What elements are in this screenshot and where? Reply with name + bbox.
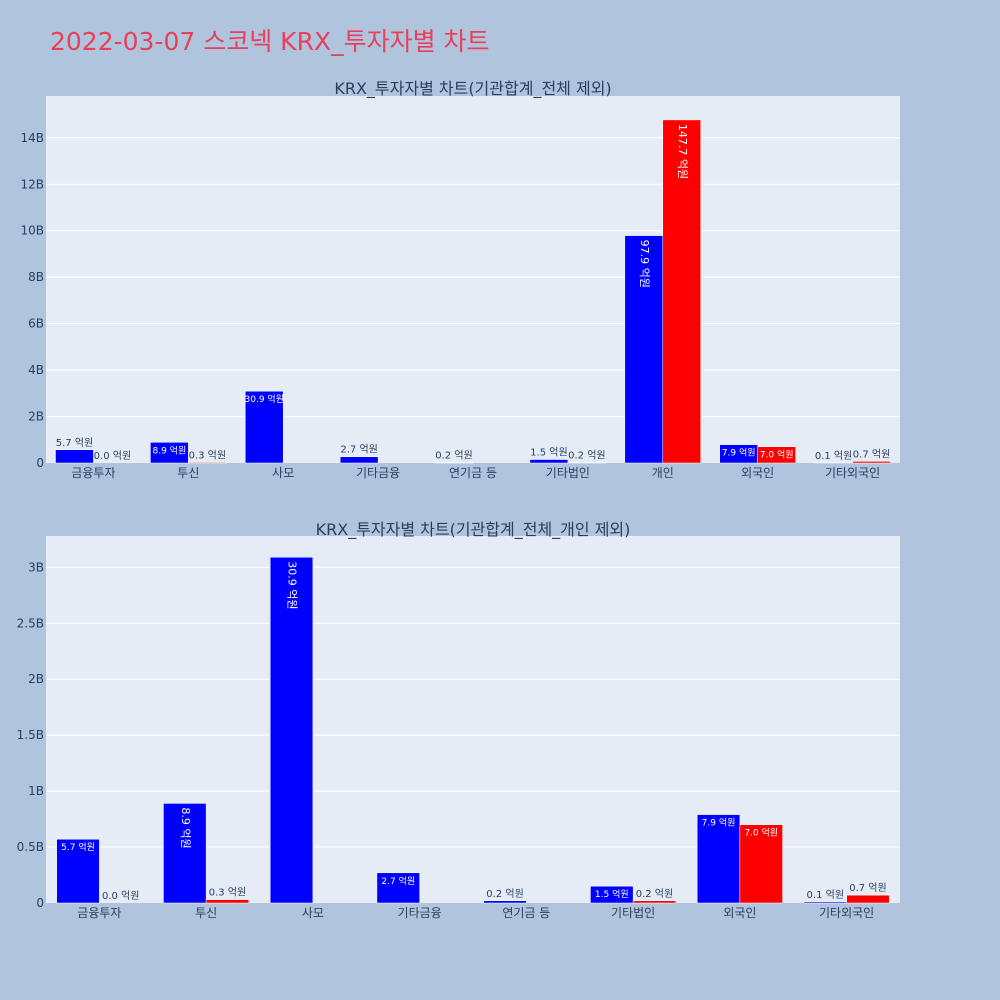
bar bbox=[757, 446, 796, 464]
page-title: 2022-03-07 스코넥 KRX_투자자별 차트 bbox=[50, 27, 490, 56]
x-tick-label: 금융투자 bbox=[71, 466, 115, 480]
x-tick-label: 사모 bbox=[302, 906, 324, 920]
bar bbox=[696, 814, 741, 904]
bar bbox=[852, 461, 891, 464]
data-label: 0.1 억원 bbox=[807, 889, 844, 901]
y-tick-label: 1.5B bbox=[17, 728, 44, 742]
bar bbox=[188, 462, 227, 464]
y-tick-label: 10B bbox=[20, 224, 44, 238]
x-tick-label: 투신 bbox=[177, 466, 199, 480]
data-label: 30.9 억원 bbox=[245, 393, 284, 405]
bar bbox=[529, 459, 569, 464]
bar bbox=[632, 900, 677, 904]
data-label: 0.3 억원 bbox=[189, 449, 226, 461]
chart-title: KRX_투자자별 차트(기관합계_전체_개인 제외) bbox=[316, 520, 631, 540]
bar bbox=[339, 456, 379, 464]
data-label: 1.5 억원 bbox=[530, 447, 567, 459]
y-tick-label: 8B bbox=[28, 270, 44, 284]
data-label: 0.0 억원 bbox=[94, 450, 131, 462]
data-label: 0.2 억원 bbox=[486, 888, 523, 900]
bar bbox=[739, 824, 783, 904]
bar bbox=[163, 803, 207, 904]
data-label: 147.7 억원 bbox=[676, 124, 689, 179]
y-tick-label: 12B bbox=[20, 177, 44, 191]
data-label: 2.7 억원 bbox=[381, 875, 415, 887]
x-tick-label: 기타금융 bbox=[398, 906, 442, 920]
data-label: 0.2 억원 bbox=[435, 450, 472, 462]
data-label: 7.9 억원 bbox=[702, 817, 736, 829]
bar bbox=[245, 390, 284, 464]
data-label: 2.7 억원 bbox=[340, 444, 377, 456]
chart-title: KRX_투자자별 차트(기관합계_전체 제외) bbox=[334, 79, 611, 99]
y-tick-label: 0.5B bbox=[17, 840, 44, 854]
bar bbox=[56, 838, 100, 904]
data-label: 0.7 억원 bbox=[849, 882, 886, 894]
plot-area bbox=[46, 96, 900, 463]
x-tick-label: 기타금융 bbox=[356, 466, 400, 480]
x-tick-label: 금융투자 bbox=[77, 906, 121, 920]
bar bbox=[803, 901, 847, 904]
x-tick-label: 투신 bbox=[195, 906, 217, 920]
y-tick-label: 2B bbox=[28, 672, 44, 686]
bar bbox=[590, 885, 634, 904]
y-tick-label: 0 bbox=[36, 896, 44, 910]
data-label: 0.7 억원 bbox=[853, 448, 890, 460]
data-label: 7.0 억원 bbox=[744, 827, 778, 839]
bar bbox=[662, 119, 701, 464]
bar bbox=[205, 899, 250, 904]
bar bbox=[376, 872, 420, 904]
bar bbox=[483, 900, 527, 904]
y-tick-label: 3B bbox=[28, 560, 44, 574]
data-label: 8.9 억원 bbox=[179, 807, 192, 848]
bar bbox=[55, 449, 94, 464]
data-label: 0.0 억원 bbox=[102, 890, 139, 902]
x-tick-label: 기타법인 bbox=[611, 906, 655, 920]
y-tick-label: 4B bbox=[28, 363, 44, 377]
data-label: 5.7 억원 bbox=[61, 841, 95, 853]
x-tick-label: 기타법인 bbox=[546, 466, 590, 480]
chart-2: 0 0.5B 1B 1.5B 2B 2.5B 3B KRX_투자자별 차트(기관합계_전체_개… bbox=[17, 520, 900, 920]
data-label: 5.7 억원 bbox=[56, 437, 93, 449]
y-tick-label: 0 bbox=[36, 456, 44, 470]
bar bbox=[624, 235, 664, 464]
data-label: 7.9 억원 bbox=[722, 447, 756, 459]
y-tick-label: 14B bbox=[20, 131, 44, 145]
bar bbox=[150, 442, 189, 464]
x-tick-label: 외국인 bbox=[723, 906, 756, 920]
x-tick-label: 연기금 등 bbox=[502, 906, 550, 920]
bar bbox=[269, 557, 314, 904]
data-label: 0.2 억원 bbox=[636, 888, 673, 900]
y-tick-label: 6B bbox=[28, 317, 44, 331]
x-tick-label: 기타외국인 bbox=[819, 906, 874, 920]
chart-1: 0 2B 4B 6B 8B 10B 12B 14B KRX_투자자별 차트(기관합계_전체 제외… bbox=[20, 79, 900, 480]
data-label: 97.9 억원 bbox=[638, 240, 651, 288]
data-label: 0.1 억원 bbox=[815, 450, 852, 462]
data-label: 30.9 억원 bbox=[286, 561, 299, 609]
x-tick-label: 개인 bbox=[652, 466, 674, 480]
x-tick-label: 기타외국인 bbox=[825, 466, 880, 480]
y-tick-label: 2.5B bbox=[17, 616, 44, 630]
x-tick-label: 외국인 bbox=[741, 466, 774, 480]
data-label: 8.9 억원 bbox=[152, 444, 186, 456]
bar bbox=[846, 894, 890, 904]
x-tick-label: 연기금 등 bbox=[449, 466, 497, 480]
x-tick-label: 사모 bbox=[272, 466, 294, 480]
y-tick-label: 2B bbox=[28, 410, 44, 424]
data-label: 0.3 억원 bbox=[209, 887, 246, 899]
data-label: 1.5 억원 bbox=[595, 888, 629, 900]
data-label: 0.2 억원 bbox=[568, 450, 605, 462]
data-label: 7.0 억원 bbox=[760, 449, 794, 461]
y-tick-label: 1B bbox=[28, 784, 44, 798]
